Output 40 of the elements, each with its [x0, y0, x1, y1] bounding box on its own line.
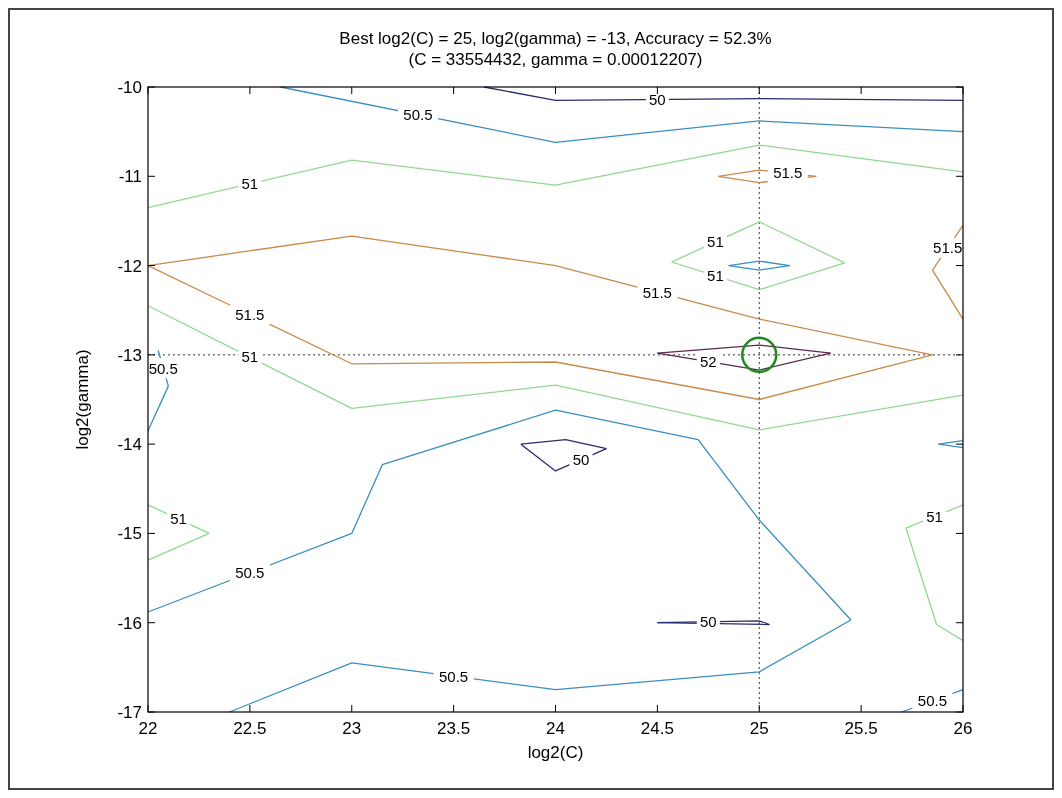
y-tick-label: -14 — [117, 435, 142, 455]
y-tick-label: -13 — [117, 345, 142, 365]
x-tick-label: 22 — [138, 719, 158, 738]
chart-subtitle: (C = 33554432, gamma = 0.00012207) — [408, 50, 703, 69]
series-label: 51.5 — [642, 283, 672, 301]
y-tick-label: -15 — [117, 524, 142, 544]
series-label: 51.5 — [235, 305, 265, 323]
y-tick-label: -10 — [117, 77, 142, 97]
series-label: 51 — [170, 510, 187, 528]
series-label: 51 — [707, 233, 724, 251]
x-tick-label: 23.5 — [437, 719, 471, 738]
series-label: 51 — [707, 267, 724, 285]
series-label: 51.5 — [933, 238, 963, 256]
series-label: 50.5 — [439, 667, 469, 685]
series-label: 51 — [241, 175, 259, 193]
x-tick-label: 24 — [546, 719, 565, 738]
x-tick-label: 22.5 — [233, 719, 267, 738]
x-tick-label: 25 — [749, 719, 769, 738]
x-tick-label: 25.5 — [844, 719, 878, 738]
x-tick-label: 24.5 — [640, 719, 674, 738]
y-tick-label: -17 — [117, 702, 142, 722]
series-label: 50 — [699, 613, 717, 631]
y-tick-label: -16 — [117, 613, 142, 633]
series-label: 50.5 — [148, 359, 178, 377]
y-axis-title: log2(gamma) — [73, 349, 92, 450]
series-label: 50.5 — [917, 692, 948, 710]
x-tick-label: 26 — [953, 719, 973, 738]
series-label: 52 — [699, 352, 717, 370]
series-label: 51.5 — [773, 164, 803, 182]
series-label: 50 — [572, 451, 590, 469]
series-label: 50 — [649, 90, 666, 108]
series-label: 51 — [926, 507, 943, 525]
x-tick-label: 23 — [342, 719, 362, 738]
y-tick-label: -12 — [117, 256, 142, 276]
series-label: 50.5 — [403, 105, 433, 123]
chart-title: Best log2(C) = 25, log2(gamma) = -13, Accuracy = 52.3% — [339, 29, 772, 48]
y-tick-label: -11 — [118, 167, 142, 187]
series-label: 50.5 — [235, 563, 265, 581]
series-label: 51 — [241, 348, 259, 366]
x-axis-title: log2(C) — [527, 743, 584, 762]
